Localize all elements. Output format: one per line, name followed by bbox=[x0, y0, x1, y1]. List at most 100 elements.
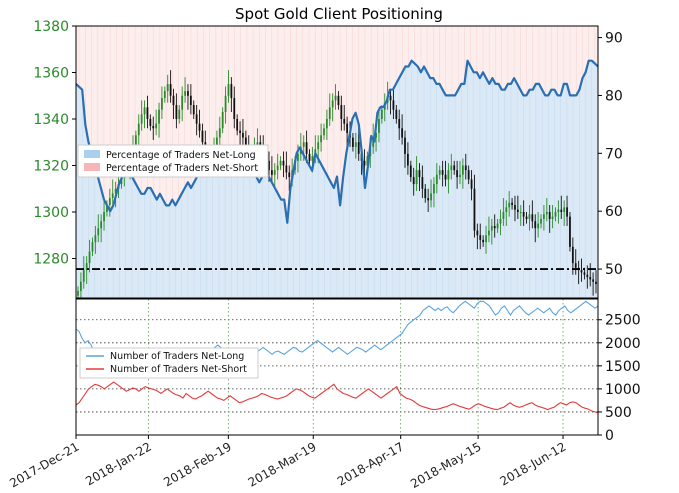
ohlc-body bbox=[357, 142, 360, 154]
ohlc-body bbox=[525, 216, 528, 219]
net-long-swatch bbox=[84, 150, 100, 158]
ohlc-body bbox=[108, 198, 111, 206]
ohlc-body bbox=[175, 105, 178, 119]
top-panel-frame bbox=[75, 25, 599, 299]
count-axis-ticks: 0 500 1000 1500 2000 2500 bbox=[598, 313, 641, 444]
ohlc-body bbox=[508, 202, 511, 208]
ohlc-body bbox=[134, 135, 137, 147]
ohlc-body bbox=[551, 216, 554, 219]
ohlc-body bbox=[554, 211, 557, 217]
legend-net-long-count: Number of Traders Net-Long bbox=[110, 351, 244, 362]
date-tick-label: 2018-May-15 bbox=[408, 439, 483, 491]
bottom-legend-box bbox=[79, 347, 259, 379]
pct-axis-ticks: 50 60 70 80 90 bbox=[598, 31, 623, 278]
ohlc-body bbox=[149, 118, 152, 126]
ohlc-body bbox=[531, 214, 534, 222]
ohlc-body bbox=[320, 135, 322, 143]
ohlc-body bbox=[233, 98, 236, 119]
ohlc-body bbox=[103, 211, 105, 222]
ohlc-body bbox=[516, 209, 519, 212]
price-tick-label: 1300 bbox=[33, 205, 69, 221]
ohlc-body bbox=[181, 95, 184, 110]
ohlc-body bbox=[595, 281, 597, 285]
ohlc-body bbox=[77, 291, 79, 296]
ohlc-body bbox=[158, 109, 160, 124]
ohlc-body bbox=[114, 188, 117, 194]
ohlc-body bbox=[424, 188, 427, 199]
price-tick-label: 1340 bbox=[33, 112, 69, 128]
net-short-count-path bbox=[75, 381, 599, 414]
legend-net-short-count: Number of Traders Net-Short bbox=[110, 364, 247, 375]
ohlc-body bbox=[163, 91, 166, 99]
net-long-pct-path bbox=[75, 59, 599, 224]
ohlc-body bbox=[354, 142, 357, 147]
date-tick-label: 2018-Mar-19 bbox=[246, 439, 319, 489]
ohlc-body bbox=[421, 177, 424, 189]
ohlc-body bbox=[586, 274, 589, 278]
pct-tick-label: 60 bbox=[605, 204, 623, 220]
ohlc-body bbox=[166, 84, 169, 92]
price-ohlc bbox=[77, 70, 597, 303]
ohlc-body bbox=[268, 160, 270, 171]
ohlc-body bbox=[496, 223, 499, 229]
ohlc-body bbox=[218, 128, 221, 138]
ohlc-body bbox=[276, 165, 279, 171]
ohlc-body bbox=[574, 263, 577, 268]
date-tick-label: 2017-Dec-21 bbox=[7, 439, 81, 490]
ohlc-body bbox=[169, 84, 172, 96]
ohlc-body bbox=[378, 118, 380, 133]
ohlc-body bbox=[288, 172, 291, 178]
ohlc-body bbox=[583, 272, 586, 275]
ohlc-body bbox=[323, 128, 325, 136]
ohlc-body bbox=[328, 107, 331, 119]
price-tick-label: 1380 bbox=[33, 19, 69, 35]
ohlc-body bbox=[152, 125, 155, 129]
ohlc-body bbox=[137, 123, 140, 136]
ohlc-body bbox=[389, 95, 392, 101]
ohlc-body bbox=[456, 170, 458, 178]
ohlc-body bbox=[273, 170, 276, 175]
date-tick-label: 2018-Jun-12 bbox=[498, 439, 569, 488]
ohlc-body bbox=[79, 281, 82, 292]
ohlc-body bbox=[592, 279, 595, 282]
ohlc-body bbox=[467, 170, 470, 180]
ohlc-body bbox=[528, 214, 531, 219]
ohlc-body bbox=[178, 109, 181, 119]
ohlc-body bbox=[91, 242, 94, 252]
ohlc-body bbox=[184, 91, 186, 96]
pct-tick-label: 70 bbox=[605, 146, 623, 162]
net-short-area bbox=[76, 26, 598, 223]
ohlc-body bbox=[571, 246, 574, 264]
ohlc-body bbox=[363, 160, 366, 166]
ohlc-body bbox=[94, 235, 97, 243]
ohlc-body bbox=[485, 235, 487, 243]
ohlc-body bbox=[435, 174, 438, 185]
ohlc-body bbox=[415, 170, 418, 185]
ohlc-body bbox=[511, 202, 513, 206]
ohlc-body bbox=[302, 142, 305, 147]
ohlc-body bbox=[380, 109, 383, 119]
ohlc-body bbox=[192, 105, 195, 115]
ohlc-body bbox=[537, 223, 540, 229]
ohlc-body bbox=[325, 118, 328, 129]
ohlc-body bbox=[82, 270, 85, 282]
ohlc-body bbox=[308, 153, 311, 161]
ohlc-body bbox=[482, 239, 485, 243]
ohlc-body bbox=[427, 198, 430, 201]
ohlc-body bbox=[140, 114, 143, 124]
count-tick-label: 2500 bbox=[605, 313, 641, 329]
ohlc-body bbox=[337, 95, 340, 106]
ohlc-body bbox=[88, 251, 91, 264]
ohlc-body bbox=[490, 225, 493, 231]
ohlc-body bbox=[244, 137, 247, 147]
ohlc-body bbox=[464, 165, 467, 171]
ohlc-body bbox=[305, 142, 308, 154]
ohlc-body bbox=[404, 137, 406, 154]
ohlc-body bbox=[589, 277, 592, 280]
price-tick-label: 1320 bbox=[33, 158, 69, 174]
ohlc-body bbox=[346, 123, 349, 133]
bottom-legend: Number of Traders Net-Long Number of Tra… bbox=[79, 347, 259, 379]
ohlc-body bbox=[459, 174, 461, 178]
ohlc-body bbox=[409, 165, 412, 178]
ohlc-body bbox=[505, 207, 508, 212]
